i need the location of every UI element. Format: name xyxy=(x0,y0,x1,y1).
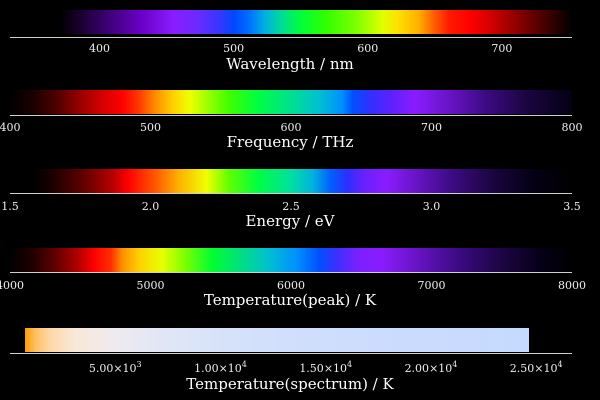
frequency-tick-label: 600 xyxy=(280,121,302,134)
tick-exponent: 4 xyxy=(452,360,458,369)
temperature-spectrum-tick-label: 5.00×103 xyxy=(89,360,142,375)
wavelength-tick-label: 400 xyxy=(88,42,110,55)
energy-tick-label: 2.0 xyxy=(141,200,160,213)
energy-axis-title: Energy / eV xyxy=(245,212,335,230)
frequency-axis-line xyxy=(10,115,572,116)
wavelength-tick-label: 500 xyxy=(223,42,245,55)
frequency-tick-label: 800 xyxy=(561,121,583,134)
temperature-peak-tick-label: 5000 xyxy=(136,279,165,292)
temperature-spectrum-tick-label: 2.00×104 xyxy=(405,360,458,375)
tick-times-sign: × xyxy=(218,362,228,375)
energy-axis-line xyxy=(10,193,572,194)
tick-times-sign: × xyxy=(323,362,334,375)
energy-tick-label: 3.5 xyxy=(563,200,581,213)
frequency-tick-label: 700 xyxy=(421,121,442,134)
tick-times-sign: × xyxy=(113,362,123,375)
temperature-spectrum-tick-label: 2.50×104 xyxy=(510,360,563,375)
tick-times-sign: × xyxy=(429,362,439,375)
tick-times-sign: × xyxy=(534,362,544,375)
tick-mantissa: 5.00 xyxy=(88,362,114,375)
tick-exponent: 3 xyxy=(136,360,142,369)
tick-base: 10 xyxy=(122,362,137,375)
energy-tick-label: 3.0 xyxy=(422,200,441,213)
temperature-peak-axis-title: Temperature(peak) / K xyxy=(203,291,377,309)
energy-spectrum-strip xyxy=(10,169,572,193)
wavelength-spectrum-strip xyxy=(60,10,572,34)
tick-exponent: 4 xyxy=(347,360,353,369)
temperature-peak-tick-label: 4000 xyxy=(0,279,24,292)
frequency-spectrum-strip xyxy=(10,90,572,114)
temperature-peak-spectrum-strip xyxy=(10,248,572,272)
tick-base: 10 xyxy=(438,362,453,375)
energy-tick-label: 1.5 xyxy=(1,200,19,213)
temperature-spectrum-tick-label: 1.50×104 xyxy=(299,360,352,375)
tick-base: 10 xyxy=(333,362,348,375)
frequency-tick-label: 500 xyxy=(140,121,161,134)
tick-mantissa: 1.00 xyxy=(194,362,219,375)
temperature-spectrum-tick-label: 1.00×104 xyxy=(194,360,247,375)
tick-mantissa: 1.50 xyxy=(299,362,324,375)
temperature-peak-tick-label: 6000 xyxy=(277,279,305,292)
tick-base: 10 xyxy=(543,362,558,375)
tick-mantissa: 2.50 xyxy=(509,362,535,375)
frequency-axis-title: Frequency / THz xyxy=(226,133,354,151)
temperature-peak-axis-line xyxy=(10,272,572,273)
tick-exponent: 4 xyxy=(241,360,247,369)
tick-mantissa: 2.00 xyxy=(404,362,430,375)
wavelength-tick-label: 600 xyxy=(357,42,379,55)
temperature-spectrum-axis-line xyxy=(10,353,572,354)
temperature-peak-tick-label: 8000 xyxy=(558,279,586,292)
temperature-spectrum-color-strip xyxy=(25,328,529,352)
tick-exponent: 4 xyxy=(557,360,563,369)
tick-base: 10 xyxy=(227,362,242,375)
wavelength-tick-label: 700 xyxy=(491,42,513,55)
energy-tick-label: 2.5 xyxy=(282,200,300,213)
frequency-tick-label: 400 xyxy=(0,121,21,134)
wavelength-axis-title: Wavelength / nm xyxy=(226,55,354,73)
temperature-peak-tick-label: 7000 xyxy=(417,279,446,292)
wavelength-axis-line xyxy=(10,37,572,38)
temperature-spectrum-axis-title: Temperature(spectrum) / K xyxy=(186,375,394,393)
